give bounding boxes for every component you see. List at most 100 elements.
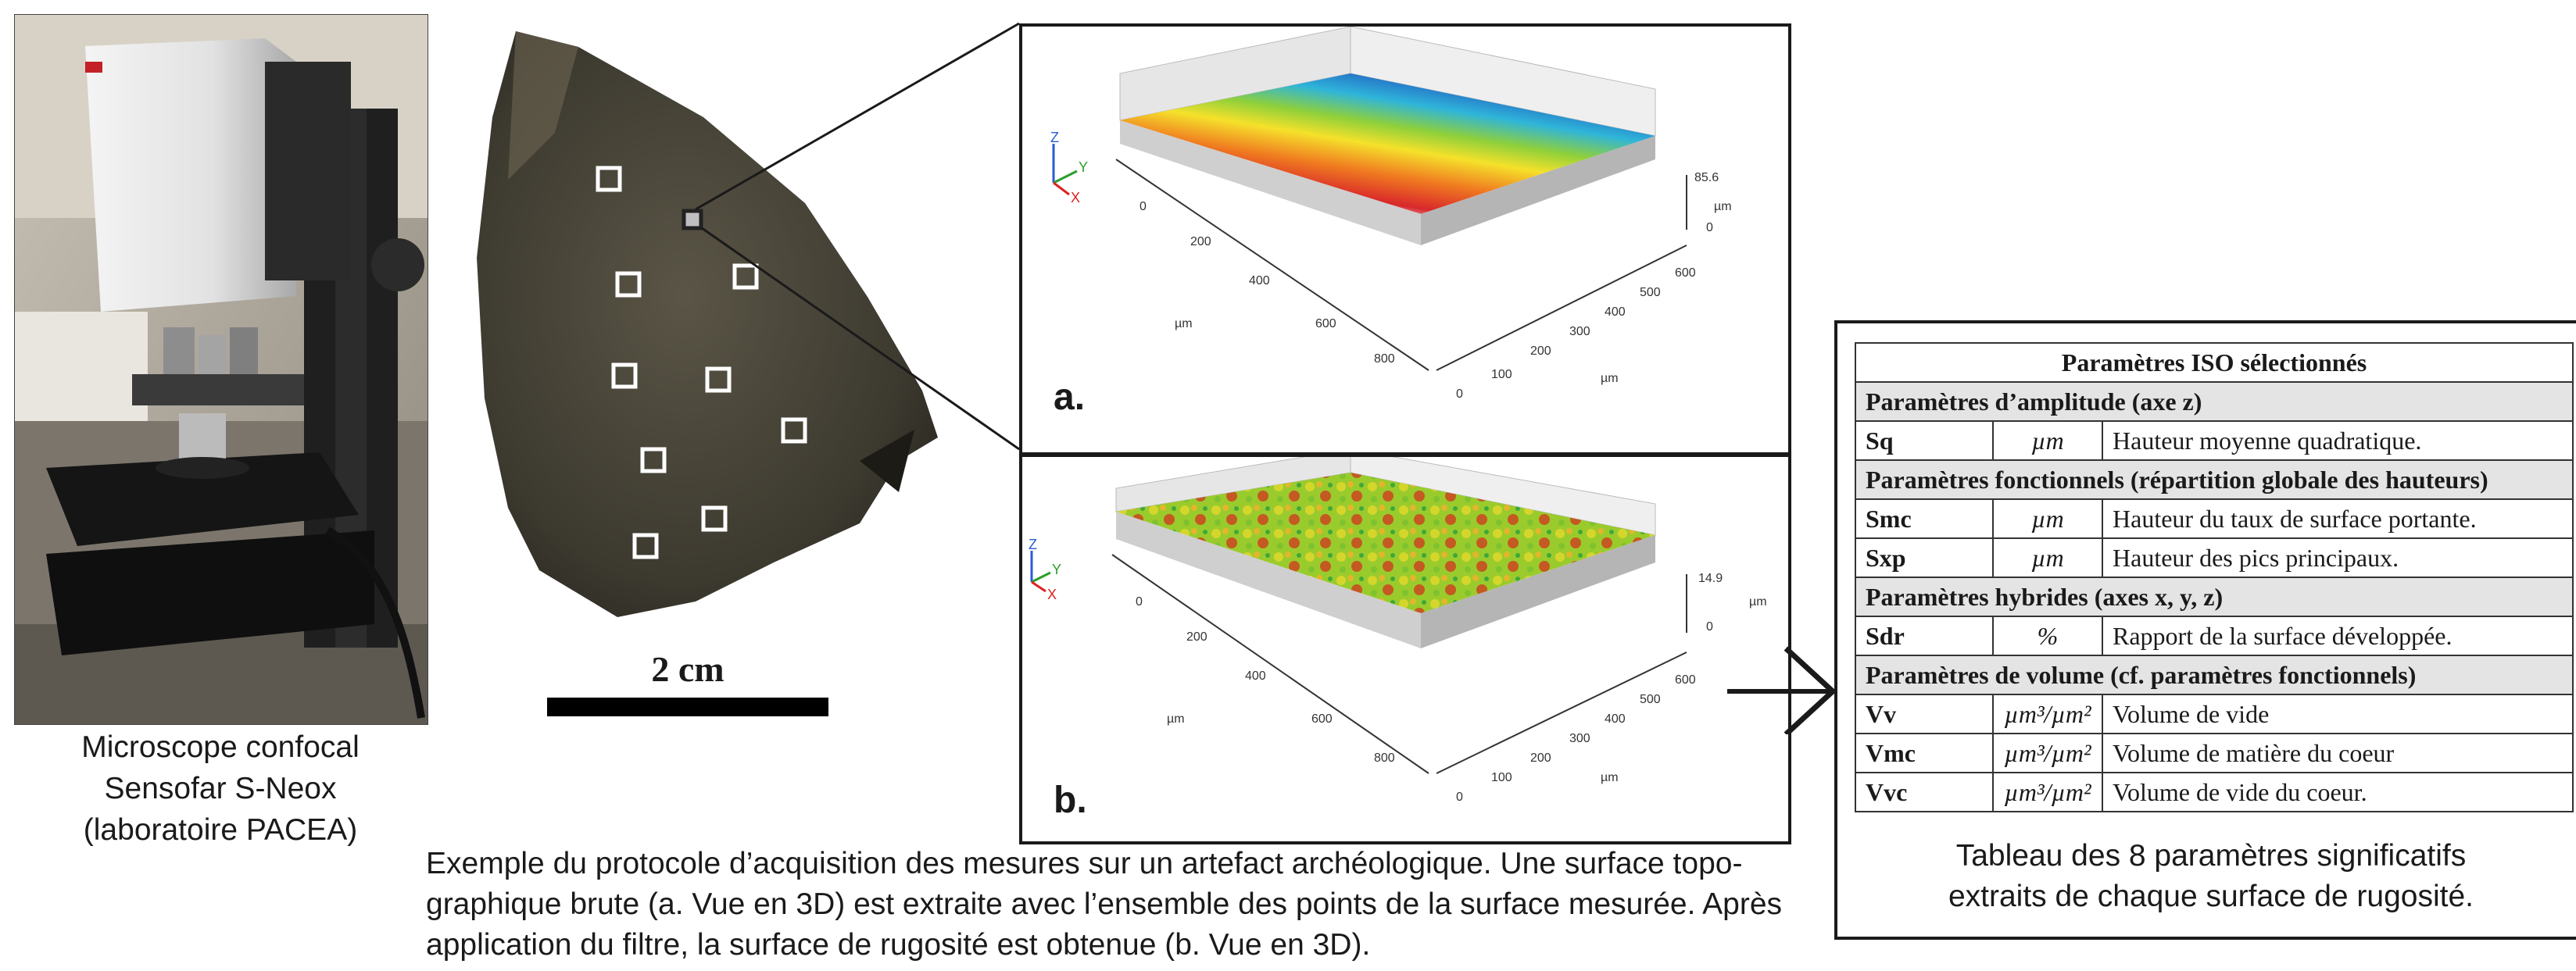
measurement-squares bbox=[596, 166, 807, 559]
measurement-square bbox=[705, 366, 732, 393]
parameter-unit: µm³/µm² bbox=[1992, 772, 2103, 812]
parameter-description: Volume de vide du coeur. bbox=[2102, 772, 2574, 812]
flint-artefact bbox=[461, 23, 946, 641]
table-title: Paramètres ISO sélectionnés bbox=[1855, 342, 2574, 383]
microscope-photo bbox=[14, 14, 428, 725]
y-tick-label: 500 bbox=[1640, 286, 1661, 299]
y-tick-label: 300 bbox=[1569, 732, 1590, 745]
table-row: Sxp µm Hauteur des pics principaux. bbox=[1855, 537, 2574, 578]
group-heading: Paramètres hybrides (axes x, y, z) bbox=[1855, 577, 2574, 617]
y-tick-label: 600 bbox=[1675, 673, 1696, 687]
y-tick-label: 300 bbox=[1569, 325, 1590, 338]
measurement-square bbox=[701, 505, 728, 532]
surface-3d-plot-b: Z Y X 0 200 400 600 800 0 100 200 300 40… bbox=[1029, 457, 1767, 821]
y-tick-label: 200 bbox=[1530, 751, 1551, 765]
x-tick-label: 200 bbox=[1190, 235, 1211, 248]
parameter-symbol: Sq bbox=[1855, 420, 1994, 461]
table-row: Smc µm Hauteur du taux de surface portan… bbox=[1855, 498, 2574, 539]
table-group-row: Paramètres d’amplitude (axe z) bbox=[1855, 381, 2574, 422]
z-min-label: 0 bbox=[1706, 620, 1713, 634]
surface-3d-plot-a: Z Y X 0 200 400 600 800 0 100 200 300 40… bbox=[1050, 27, 1732, 418]
x-tick-label: 0 bbox=[1140, 200, 1147, 213]
parameter-unit: µm bbox=[1992, 537, 2103, 578]
parameter-description: Hauteur du taux de surface portante. bbox=[2102, 498, 2574, 539]
parameter-description: Volume de vide bbox=[2102, 694, 2574, 734]
parameter-symbol: Vvc bbox=[1855, 772, 1994, 812]
y-tick-label: 0 bbox=[1456, 387, 1463, 401]
axis-y-label: Y bbox=[1052, 562, 1061, 577]
table-group-row: Paramètres hybrides (axes x, y, z) bbox=[1855, 577, 2574, 617]
parameter-unit: µm bbox=[1992, 498, 2103, 539]
parameter-symbol: Sdr bbox=[1855, 616, 1994, 656]
axis-x-label: X bbox=[1047, 587, 1057, 602]
iso-parameters-table: Paramètres ISO sélectionnés Paramètres d… bbox=[1855, 342, 2574, 812]
parameter-symbol: Smc bbox=[1855, 498, 1994, 539]
group-heading: Paramètres d’amplitude (axe z) bbox=[1855, 381, 2574, 422]
parameter-unit: µm³/µm² bbox=[1992, 733, 2103, 773]
microscope-caption-line: Microscope confocal bbox=[81, 730, 360, 764]
figure-caption: Exemple du protocole d’acquisition des m… bbox=[426, 844, 1786, 966]
axis-z-label: Z bbox=[1029, 537, 1037, 552]
measurement-square bbox=[615, 271, 642, 298]
x-tick-label: 600 bbox=[1315, 317, 1336, 330]
x-tick-label: 400 bbox=[1245, 669, 1266, 683]
y-unit-label: µm bbox=[1601, 372, 1619, 385]
table-group-row: Paramètres de volume (cf. paramètres fon… bbox=[1855, 655, 2574, 695]
parameter-description: Volume de matière du coeur bbox=[2102, 733, 2574, 773]
y-unit-label: µm bbox=[1601, 771, 1619, 784]
arrow-to-table bbox=[1727, 646, 1837, 734]
axis-x-label: X bbox=[1071, 190, 1080, 205]
artefact-illustration bbox=[477, 31, 938, 617]
figure-caption-line: graphique brute (a. Vue en 3D) est extra… bbox=[426, 887, 1783, 921]
panel-a-raw-surface: Z Y X 0 200 400 600 800 0 100 200 300 40… bbox=[1019, 23, 1791, 455]
table-row: Vvc µm³/µm² Volume de vide du coeur. bbox=[1855, 772, 2574, 812]
y-tick-label: 100 bbox=[1491, 771, 1512, 784]
parameter-description: Hauteur des pics principaux. bbox=[2102, 537, 2574, 578]
y-tick-label: 0 bbox=[1456, 791, 1463, 804]
table-title-row: Paramètres ISO sélectionnés bbox=[1855, 342, 2574, 383]
measurement-square bbox=[596, 166, 622, 192]
x-tick-label: 400 bbox=[1249, 274, 1270, 287]
parameter-symbol: Vmc bbox=[1855, 733, 1994, 773]
y-tick-label: 400 bbox=[1605, 712, 1626, 726]
y-tick-label: 100 bbox=[1491, 368, 1512, 381]
parameter-description: Rapport de la surface développée. bbox=[2102, 616, 2574, 656]
z-max-label: 85.6 bbox=[1694, 171, 1719, 184]
z-unit-label: µm bbox=[1749, 595, 1767, 609]
measurement-square bbox=[611, 362, 638, 389]
group-heading: Paramètres fonctionnels (répartition glo… bbox=[1855, 459, 2574, 500]
z-unit-label: µm bbox=[1714, 200, 1732, 213]
x-tick-label: 800 bbox=[1374, 751, 1395, 765]
figure-caption-line: Exemple du protocole d’acquisition des m… bbox=[426, 847, 1743, 880]
panel-b-letter: b. bbox=[1054, 780, 1087, 821]
parameter-unit: µm³/µm² bbox=[1992, 694, 2103, 734]
zoom-line-top bbox=[695, 22, 1020, 211]
table-caption-line: Tableau des 8 paramètres significatifs bbox=[1955, 839, 2467, 873]
x-tick-label: 800 bbox=[1374, 352, 1395, 366]
parameter-symbol: Sxp bbox=[1855, 537, 1994, 578]
x-unit-label: µm bbox=[1175, 317, 1193, 330]
y-tick-label: 400 bbox=[1605, 305, 1626, 319]
x-tick-label: 0 bbox=[1136, 595, 1143, 609]
table-row: Vmc µm³/µm² Volume de matière du coeur bbox=[1855, 733, 2574, 773]
microscope-caption-line: (laboratoire PACEA) bbox=[83, 813, 358, 847]
figure-caption-line: application du filtre, la surface de rug… bbox=[426, 928, 1371, 962]
z-min-label: 0 bbox=[1706, 221, 1713, 234]
y-tick-label: 600 bbox=[1675, 266, 1696, 280]
y-tick-label: 500 bbox=[1640, 693, 1661, 706]
microscope-caption-line: Sensofar S-Neox bbox=[104, 772, 337, 805]
x-tick-label: 600 bbox=[1311, 712, 1333, 726]
group-heading: Paramètres de volume (cf. paramètres fon… bbox=[1855, 655, 2574, 695]
scale-label: 2 cm bbox=[651, 649, 724, 689]
table-group-row: Paramètres fonctionnels (répartition glo… bbox=[1855, 459, 2574, 500]
zoom-line-bottom bbox=[701, 227, 1020, 451]
scale-bar bbox=[547, 698, 828, 716]
parameter-description: Hauteur moyenne quadratique. bbox=[2102, 420, 2574, 461]
table-caption-line: extraits de chaque surface de rugosité. bbox=[1948, 880, 2474, 913]
table-caption: Tableau des 8 paramètres significatifs e… bbox=[1852, 836, 2571, 917]
axis-z-label: Z bbox=[1050, 130, 1059, 145]
parameter-symbol: Vv bbox=[1855, 694, 1994, 734]
microscope-illustration bbox=[15, 15, 428, 724]
axis-y-label: Y bbox=[1079, 159, 1088, 175]
measurement-square bbox=[781, 417, 807, 444]
